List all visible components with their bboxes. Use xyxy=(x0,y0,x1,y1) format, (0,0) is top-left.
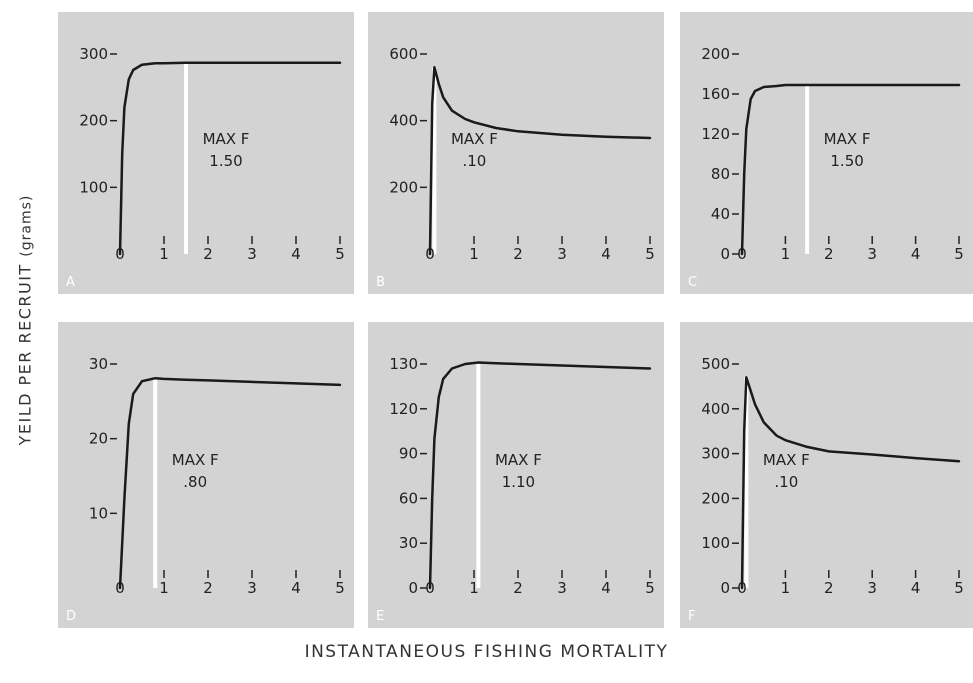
max-f-annotation: MAX F xyxy=(824,130,871,148)
x-tick-label: 1 xyxy=(159,579,169,597)
y-tick-label: 30 xyxy=(399,534,418,552)
y-tick-label: 90 xyxy=(399,445,418,463)
y-tick-label: 60 xyxy=(399,489,418,507)
x-tick-label: 4 xyxy=(601,245,611,263)
y-tick-label: 200 xyxy=(701,45,730,63)
y-axis-title-units: (grams) xyxy=(18,194,35,257)
y-tick-label: 0 xyxy=(408,579,418,597)
x-tick-label: 3 xyxy=(557,245,567,263)
yield-curve xyxy=(118,376,342,590)
y-axis-title-main: YEILD PER RECRUIT xyxy=(15,263,35,446)
max-f-annotation: 1.50 xyxy=(209,152,242,170)
y-tick-label: 20 xyxy=(89,430,108,448)
x-tick-label: 1 xyxy=(469,245,479,263)
yield-curve xyxy=(740,376,961,590)
x-tick-label: 3 xyxy=(247,245,257,263)
y-axis-title-wrap: YEILD PER RECRUIT (grams) xyxy=(0,0,50,683)
y-tick-label: 300 xyxy=(701,445,730,463)
x-tick-label: 4 xyxy=(291,245,301,263)
max-f-annotation: MAX F xyxy=(495,451,542,469)
x-tick-label: 5 xyxy=(335,245,345,263)
panel-letter: C xyxy=(688,275,697,290)
x-tick-label: 2 xyxy=(824,245,834,263)
y-tick-label: 500 xyxy=(701,355,730,373)
panel-background xyxy=(680,12,973,294)
y-tick-label: 300 xyxy=(79,45,108,63)
y-tick-label: 120 xyxy=(701,125,730,143)
x-tick-label: 4 xyxy=(291,579,301,597)
y-axis-title: YEILD PER RECRUIT (grams) xyxy=(16,195,35,446)
max-f-annotation: MAX F xyxy=(172,451,219,469)
x-tick-label: 3 xyxy=(247,579,257,597)
x-tick-label: 2 xyxy=(203,245,213,263)
x-tick-label: 2 xyxy=(513,579,523,597)
x-tick-label: 3 xyxy=(867,579,877,597)
y-tick-label: 30 xyxy=(89,355,108,373)
y-tick-label: 80 xyxy=(711,165,730,183)
x-axis-title: INSTANTANEOUS FISHING MORTALITY xyxy=(304,642,669,662)
y-tick-label: 400 xyxy=(701,400,730,418)
max-f-annotation: .80 xyxy=(183,473,207,491)
yield-curve xyxy=(740,83,961,256)
x-tick-label: 4 xyxy=(911,579,921,597)
max-f-annotation: .10 xyxy=(774,473,798,491)
max-f-annotation: 1.50 xyxy=(830,152,863,170)
max-f-annotation: MAX F xyxy=(203,130,250,148)
x-tick-label: 1 xyxy=(781,579,791,597)
y-tick-label: 600 xyxy=(389,45,418,63)
max-f-annotation: .10 xyxy=(462,152,486,170)
yield-curve xyxy=(428,66,652,256)
panel-letter: A xyxy=(66,275,75,290)
y-tick-label: 0 xyxy=(720,579,730,597)
x-tick-label: 1 xyxy=(159,245,169,263)
x-tick-label: 5 xyxy=(335,579,345,597)
y-tick-label: 200 xyxy=(389,178,418,196)
yield-curve xyxy=(428,361,652,590)
panel-letter: E xyxy=(376,609,384,624)
max-f-annotation: MAX F xyxy=(763,451,810,469)
y-tick-label: 400 xyxy=(389,112,418,130)
y-tick-label: 100 xyxy=(701,534,730,552)
max-f-annotation: 1.10 xyxy=(502,473,535,491)
panel-background xyxy=(58,12,354,294)
y-tick-label: 120 xyxy=(389,400,418,418)
y-tick-label: 200 xyxy=(79,112,108,130)
x-tick-label: 5 xyxy=(954,245,964,263)
y-tick-label: 200 xyxy=(701,489,730,507)
y-tick-label: 130 xyxy=(389,355,418,373)
x-tick-label: 5 xyxy=(954,579,964,597)
panel-background xyxy=(680,322,973,628)
y-tick-label: 0 xyxy=(720,245,730,263)
x-tick-label: 3 xyxy=(867,245,877,263)
panel-letter: B xyxy=(376,275,385,290)
y-tick-label: 10 xyxy=(89,504,108,522)
y-tick-label: 100 xyxy=(79,178,108,196)
yield-curve xyxy=(118,61,342,256)
y-tick-label: 40 xyxy=(711,205,730,223)
panel-background xyxy=(368,12,664,294)
x-tick-label: 1 xyxy=(781,245,791,263)
panel-letter: F xyxy=(688,609,695,624)
x-tick-label: 4 xyxy=(601,579,611,597)
x-tick-label: 5 xyxy=(645,245,655,263)
panel-background xyxy=(368,322,664,628)
x-tick-label: 4 xyxy=(911,245,921,263)
y-tick-label: 160 xyxy=(701,85,730,103)
x-tick-label: 1 xyxy=(469,579,479,597)
x-tick-label: 3 xyxy=(557,579,567,597)
x-tick-label: 2 xyxy=(824,579,834,597)
panel-background xyxy=(58,322,354,628)
x-tick-label: 2 xyxy=(203,579,213,597)
panel-letter: D xyxy=(66,609,76,624)
x-tick-label: 5 xyxy=(645,579,655,597)
x-tick-label: 2 xyxy=(513,245,523,263)
max-f-annotation: MAX F xyxy=(451,130,498,148)
